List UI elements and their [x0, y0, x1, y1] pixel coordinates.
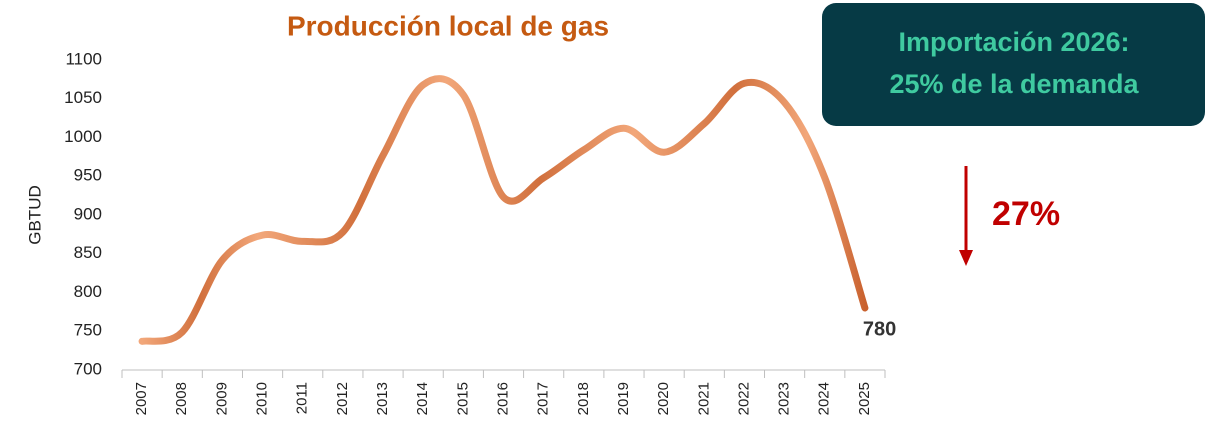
- x-tick-label: 2009: [213, 382, 230, 415]
- y-tick-label: 800: [74, 282, 102, 301]
- x-tick-label: 2020: [655, 382, 672, 415]
- x-tick-label: 2013: [374, 382, 391, 415]
- line-series: [138, 75, 869, 345]
- x-tick-label: 2024: [816, 382, 833, 415]
- y-tick-label: 950: [74, 166, 102, 185]
- x-tick-label: 2016: [494, 382, 511, 415]
- chart-title: Producción local de gas: [287, 10, 609, 41]
- x-tick-label: 2007: [133, 382, 150, 415]
- y-axis-label: GBTUD: [25, 185, 44, 245]
- data-label: 780: [863, 318, 896, 340]
- x-tick-label: 2022: [735, 382, 752, 415]
- x-tick-label: 2010: [254, 382, 271, 415]
- x-tick-label: 2025: [856, 382, 873, 415]
- y-tick-label: 850: [74, 243, 102, 262]
- annotation-text: 25% de la demanda: [889, 69, 1139, 99]
- annotation-text: Importación 2026:: [898, 27, 1129, 57]
- y-tick-label: 750: [74, 321, 102, 340]
- x-tick-label: 2018: [575, 382, 592, 415]
- x-tick-label: 2008: [173, 382, 190, 415]
- x-tick-label: 2011: [294, 382, 311, 414]
- x-tick-label: 2019: [615, 382, 632, 415]
- y-tick-label: 1100: [65, 49, 102, 68]
- y-tick-label: 1000: [64, 127, 102, 146]
- annotation-box: [822, 3, 1205, 126]
- arrow-head: [959, 250, 973, 266]
- x-tick-label: 2021: [695, 382, 712, 415]
- x-tick-label: 2012: [334, 382, 351, 415]
- x-tick-label: 2017: [535, 382, 552, 415]
- y-tick-label: 1050: [64, 88, 102, 107]
- x-tick-label: 2015: [454, 382, 471, 415]
- y-tick-label: 900: [74, 204, 102, 223]
- change-label: 27%: [992, 195, 1060, 233]
- y-tick-label: 700: [74, 359, 102, 378]
- x-tick-label: 2014: [414, 382, 431, 415]
- x-tick-label: 2023: [776, 382, 793, 415]
